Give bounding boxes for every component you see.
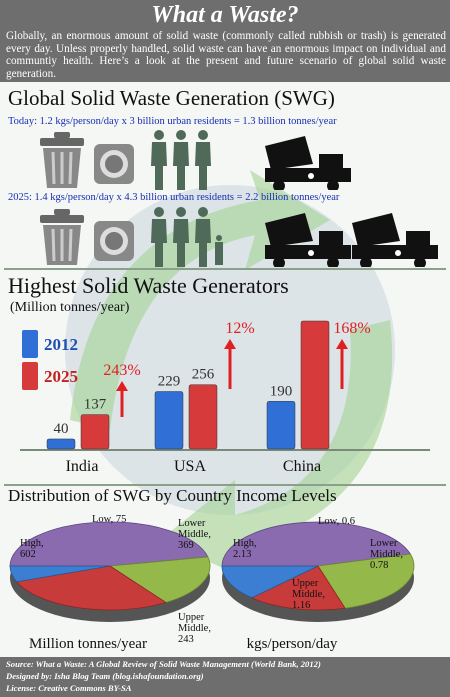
swg-2025-icons <box>40 207 438 267</box>
recycle-arrow-shape <box>70 170 330 430</box>
bar-value-label: 40 <box>54 421 69 437</box>
bar-china-2012 <box>266 401 296 450</box>
pie-slice-lower-middle <box>15 565 167 611</box>
bar-usa-2012 <box>154 391 184 450</box>
growth-label: 243% <box>103 362 140 379</box>
pie-caption: Million tonnes/year <box>29 636 147 652</box>
pie-slice-high <box>221 521 412 567</box>
legend-label-2012: 2012 <box>44 335 78 354</box>
pie-charts: High, 602 Upper Middle, 243 Lower Middle, 369 Lo… <box>9 514 415 652</box>
footer-designed-by: Designed by: Isha Blog Team (blog.ishafo… <box>6 671 204 681</box>
person-icon <box>151 130 167 190</box>
swg-2025-line: 2025: 1.4 kgs/person/day x 4.3 billion u… <box>8 192 340 203</box>
pie-slice-label: Upper Middle, 243 <box>178 612 211 645</box>
pie-slice-label: Lower Middle, 369 <box>178 518 211 551</box>
bar-value-label: 510 <box>304 318 327 319</box>
bar-value-label: 229 <box>158 374 181 390</box>
partial-person-icon <box>215 235 223 265</box>
pie-slice-low <box>221 565 319 599</box>
page-title: What a Waste? <box>151 2 299 28</box>
intro-text: Globally, an enormous amount of solid wa… <box>6 30 446 80</box>
bar-china-2025 <box>300 320 330 450</box>
swg-title: Global Solid Waste Generation (SWG) <box>8 86 335 110</box>
pie-slice-label: Lower Middle, 0.78 <box>370 538 403 571</box>
x-tick-label: USA <box>174 458 206 475</box>
pie-slice-lower-middle <box>250 565 346 611</box>
swg-today-icons <box>40 130 351 190</box>
growth-arrow-head <box>336 339 348 349</box>
growth-label: 168% <box>333 320 370 337</box>
pie-slice-label: High, 2.13 <box>233 538 257 560</box>
overturned-trash-can-icon <box>94 144 134 184</box>
pie-slice-upper-middle <box>108 556 211 603</box>
dump-truck-icon <box>352 213 438 267</box>
recycle-arrow-shape <box>160 320 393 580</box>
legend-label-2025: 2025 <box>44 367 78 386</box>
pie-slice-label: Low, 75 <box>92 514 126 525</box>
bar-value-label: 190 <box>270 383 293 399</box>
footer-source: Source: What a Waste: A Global Review of… <box>6 659 321 669</box>
footer-license: License: Creative Commons BY-SA <box>6 683 132 693</box>
section-divider <box>4 484 446 486</box>
pie-slice-upper-middle <box>317 553 415 609</box>
pie-slice-label: Upper Middle, 1.16 <box>292 578 325 611</box>
header: What a Waste? Globally, an enormous amou… <box>0 0 450 82</box>
bar-value-label: 256 <box>192 367 215 383</box>
pie-chart: High, 602 Upper Middle, 243 Lower Middle, 369 Lo… <box>9 514 211 645</box>
bar-chart-title: Highest Solid Waste Generators <box>8 273 289 298</box>
pie-slice-label: Low, 0.6 <box>318 516 355 527</box>
bar-usa-2025 <box>188 384 218 450</box>
person-icon <box>195 130 211 190</box>
bar-india-2025 <box>80 414 110 450</box>
bar-chart: 2012 2025 40 137 India 243% 229 256 USA 12% 190 510… <box>20 318 430 475</box>
growth-label: 12% <box>225 320 254 337</box>
section-divider <box>4 268 446 270</box>
pie-section-title: Distribution of SWG by Country Income Le… <box>8 486 337 505</box>
bar-india-2012 <box>46 438 76 450</box>
x-tick-label: India <box>66 458 99 475</box>
pie-slice-high <box>9 521 209 567</box>
bar-value-label: 137 <box>84 397 107 413</box>
trash-can-icon <box>40 132 84 188</box>
dump-truck-icon <box>265 136 351 190</box>
pie-slice-low <box>9 565 111 583</box>
dump-truck-icon <box>265 213 351 267</box>
person-icon <box>195 207 211 267</box>
swg-today-line: Today: 1.2 kgs/person/day x 3 billion ur… <box>8 116 337 127</box>
pie-slice-label: High, 602 <box>20 538 44 560</box>
legend-swatch-2012 <box>22 330 38 358</box>
bar-chart-baseline <box>20 449 430 451</box>
trash-can-icon <box>40 209 84 265</box>
pie-caption: kgs/person/day <box>247 636 338 652</box>
x-tick-label: China <box>283 458 321 475</box>
bar-chart-subtitle: (Million tonnes/year) <box>10 300 130 315</box>
legend-swatch-2025 <box>22 362 38 390</box>
growth-arrow-head <box>116 381 128 391</box>
growth-arrow-head <box>224 339 236 349</box>
overturned-trash-can-icon <box>94 221 134 261</box>
pie-chart: High, 2.13 Upper Middle, 1.16 Lower Middle, 0.7… <box>221 516 415 622</box>
footer: Source: What a Waste: A Global Review of… <box>0 657 450 697</box>
person-icon <box>173 207 189 267</box>
person-icon <box>173 130 189 190</box>
person-icon <box>151 207 167 267</box>
